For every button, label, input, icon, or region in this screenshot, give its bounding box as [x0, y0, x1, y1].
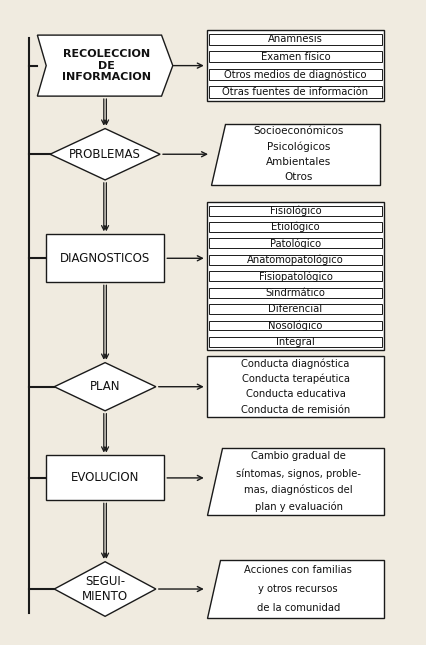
FancyBboxPatch shape	[209, 337, 382, 347]
FancyBboxPatch shape	[209, 222, 382, 232]
Text: mas, diagnósticos del: mas, diagnósticos del	[245, 485, 353, 495]
Polygon shape	[54, 362, 156, 411]
FancyBboxPatch shape	[209, 304, 382, 314]
Text: Diferencial: Diferencial	[268, 304, 322, 314]
Polygon shape	[50, 128, 160, 180]
FancyBboxPatch shape	[209, 51, 382, 63]
Text: síntomas, signos, proble-: síntomas, signos, proble-	[236, 468, 361, 479]
FancyBboxPatch shape	[209, 206, 382, 215]
Text: Anatomopatológico: Anatomopatológico	[247, 255, 344, 265]
Text: Examen físico: Examen físico	[261, 52, 330, 62]
FancyBboxPatch shape	[207, 203, 384, 350]
Text: Conducta terapéutica: Conducta terapéutica	[242, 374, 349, 384]
Text: Socioeconómicos: Socioeconómicos	[253, 126, 343, 136]
Text: Sindrmático: Sindrmático	[265, 288, 325, 298]
Text: EVOLUCION: EVOLUCION	[71, 471, 139, 484]
Polygon shape	[211, 124, 380, 184]
FancyBboxPatch shape	[209, 69, 382, 80]
Text: Conducta de remisión: Conducta de remisión	[241, 404, 350, 415]
Text: Nosológico: Nosológico	[268, 321, 323, 331]
Text: Etiológico: Etiológico	[271, 222, 320, 232]
FancyBboxPatch shape	[209, 34, 382, 45]
Polygon shape	[54, 562, 156, 617]
Text: Acciones con familias: Acciones con familias	[244, 565, 352, 575]
FancyBboxPatch shape	[209, 239, 382, 248]
Polygon shape	[37, 35, 173, 96]
Text: Otras fuentes de información: Otras fuentes de información	[222, 87, 368, 97]
Text: Ambientales: Ambientales	[266, 157, 331, 167]
FancyBboxPatch shape	[207, 356, 384, 417]
Polygon shape	[207, 560, 384, 618]
Text: Conducta diagnóstica: Conducta diagnóstica	[242, 359, 350, 369]
Text: PLAN: PLAN	[90, 380, 120, 393]
Text: Anamnesis: Anamnesis	[268, 34, 323, 44]
Text: PROBLEMAS: PROBLEMAS	[69, 148, 141, 161]
FancyBboxPatch shape	[209, 321, 382, 330]
Text: de la comunidad: de la comunidad	[256, 603, 340, 613]
FancyBboxPatch shape	[209, 255, 382, 265]
Text: RECOLECCION
DE
INFORMACION: RECOLECCION DE INFORMACION	[62, 49, 151, 82]
FancyBboxPatch shape	[207, 30, 384, 101]
Text: Integral: Integral	[276, 337, 315, 347]
Text: Psicológicos: Psicológicos	[267, 141, 330, 152]
Text: Conducta educativa: Conducta educativa	[246, 390, 345, 399]
Text: Patológico: Patológico	[270, 238, 321, 249]
Text: Otros: Otros	[284, 172, 313, 182]
Text: Cambio gradual de: Cambio gradual de	[251, 451, 346, 461]
Polygon shape	[207, 448, 384, 515]
Text: Fisiopatológico: Fisiopatológico	[259, 271, 332, 281]
Text: Otros medios de diagnóstico: Otros medios de diagnóstico	[224, 69, 367, 80]
Text: SEGUI-
MIENTO: SEGUI- MIENTO	[82, 575, 128, 603]
Text: plan y evaluación: plan y evaluación	[255, 502, 343, 512]
FancyBboxPatch shape	[46, 455, 164, 501]
FancyBboxPatch shape	[209, 272, 382, 281]
Text: y otros recursos: y otros recursos	[259, 584, 338, 594]
FancyBboxPatch shape	[46, 234, 164, 283]
Text: Fisiológico: Fisiológico	[270, 205, 321, 216]
Text: DIAGNOSTICOS: DIAGNOSTICOS	[60, 252, 150, 265]
FancyBboxPatch shape	[209, 288, 382, 297]
FancyBboxPatch shape	[209, 86, 382, 98]
